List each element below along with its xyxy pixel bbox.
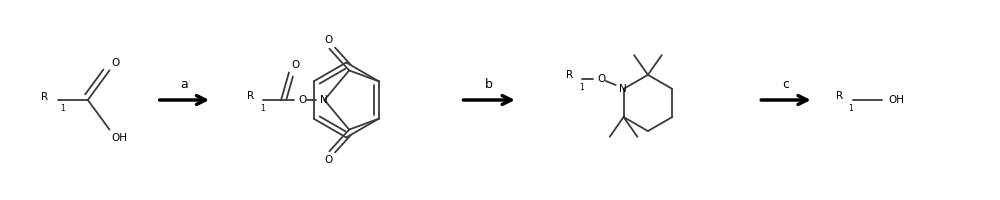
Text: b: b bbox=[485, 78, 493, 91]
Text: 1: 1 bbox=[260, 104, 265, 113]
Text: a: a bbox=[181, 78, 188, 91]
Text: O: O bbox=[324, 35, 333, 45]
Text: N: N bbox=[619, 84, 626, 94]
Text: R: R bbox=[41, 92, 48, 102]
Text: O: O bbox=[598, 74, 606, 84]
Text: O: O bbox=[292, 60, 300, 70]
Text: N: N bbox=[320, 95, 327, 105]
Text: OH: OH bbox=[888, 95, 904, 105]
Text: R: R bbox=[566, 70, 573, 80]
Text: O: O bbox=[111, 58, 120, 68]
Text: O: O bbox=[324, 155, 333, 165]
Text: R: R bbox=[836, 91, 843, 101]
Text: 1: 1 bbox=[579, 83, 584, 92]
Text: O: O bbox=[299, 95, 307, 105]
Text: OH: OH bbox=[111, 133, 127, 143]
Text: c: c bbox=[782, 78, 789, 91]
Text: 1: 1 bbox=[60, 104, 65, 113]
Text: 1: 1 bbox=[849, 104, 853, 113]
Text: R: R bbox=[247, 91, 254, 101]
